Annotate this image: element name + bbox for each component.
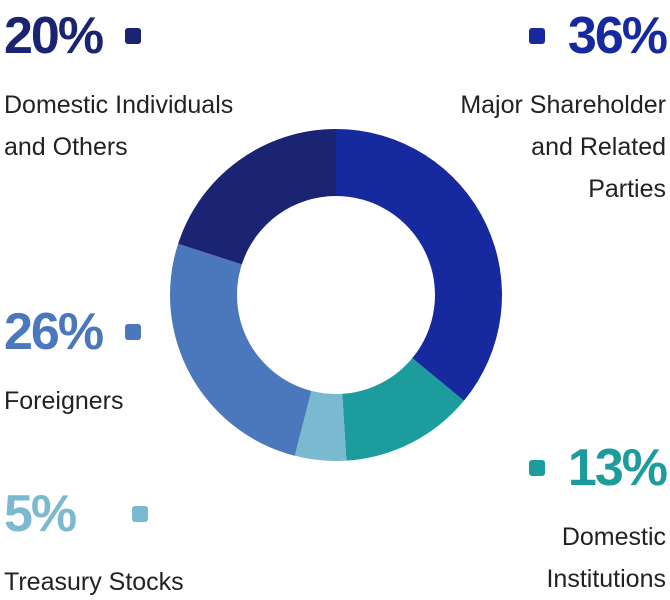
name-major-shareholder: Major Shareholder and Related Parties: [460, 84, 666, 210]
percent-foreigners: 26%: [4, 303, 104, 361]
name-treasury-stocks-line-1: Treasury Stocks: [4, 568, 184, 596]
name-domestic-individuals-line-2: and Others: [4, 133, 128, 161]
name-major-shareholder-line-1: Major Shareholder: [460, 91, 666, 119]
legend-domestic-individuals: 20%: [4, 10, 141, 62]
name-foreigners-line-1: Foreigners: [4, 387, 124, 415]
name-domestic-individuals-line-1: Domestic Individuals: [4, 91, 234, 119]
legend-swatch-treasury-stocks: [131, 506, 148, 522]
donut-slice-domestic-individuals-and-others: [178, 129, 336, 265]
name-domestic-institutions: Domestic Institutions: [546, 516, 666, 600]
name-major-shareholder-line-2: and Related: [531, 133, 666, 161]
legend-swatch-domestic-individuals: [124, 28, 141, 44]
legend-swatch-domestic-institutions: [529, 460, 546, 476]
donut-slice-foreigners: [170, 243, 312, 456]
donut-slice-major-shareholder-and-related-parties: [336, 129, 502, 401]
legend-domestic-institutions: 13%: [529, 439, 668, 497]
percent-domestic-institutions: 13%: [567, 439, 668, 497]
legend-swatch-foreigners: [124, 324, 141, 340]
percent-major-shareholder: 36%: [567, 7, 668, 65]
legend-major-shareholder: 36%: [529, 7, 668, 65]
percent-treasury-stocks: 5%: [4, 485, 77, 543]
donut-slice-domestic-institutions: [342, 358, 464, 461]
name-domestic-individuals: Domestic Individuals and Others: [4, 84, 233, 168]
name-treasury-stocks: Treasury Stocks: [4, 561, 184, 600]
percent-domestic-individuals: 20%: [4, 7, 104, 65]
name-major-shareholder-line-3: Parties: [588, 175, 666, 203]
name-foreigners: Foreigners: [4, 380, 124, 422]
legend-treasury-stocks: 5%: [4, 488, 148, 540]
name-domestic-institutions-line-1: Domestic: [561, 523, 666, 551]
legend-swatch-major-shareholder: [529, 28, 546, 44]
donut-slice-treasury-stocks: [294, 390, 347, 461]
name-domestic-institutions-line-2: Institutions: [546, 565, 666, 593]
legend-foreigners: 26%: [4, 306, 141, 358]
